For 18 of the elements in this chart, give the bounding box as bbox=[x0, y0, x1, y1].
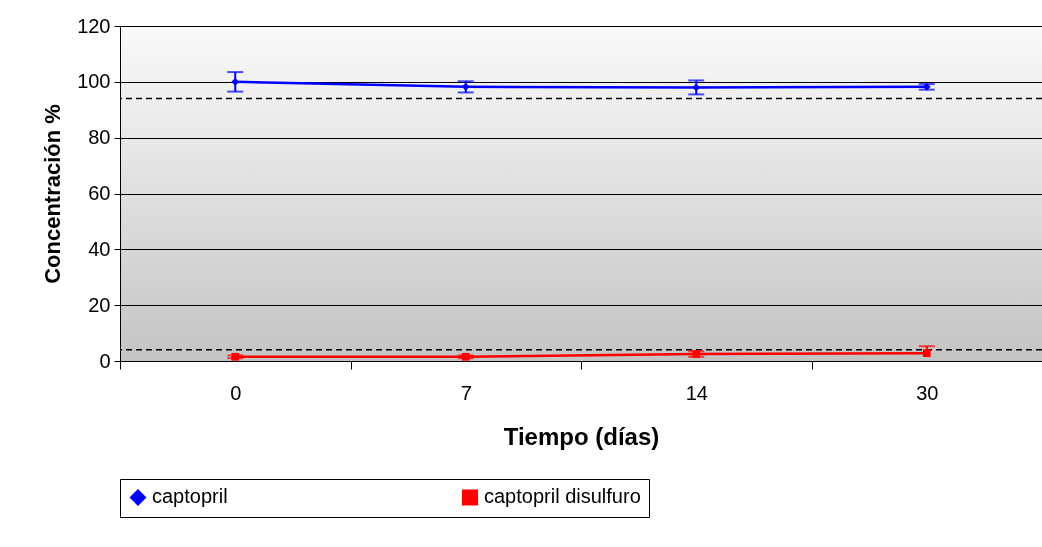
point bbox=[692, 83, 701, 92]
x-tick-label: 14 bbox=[685, 381, 708, 404]
x-tick-label: 30 bbox=[916, 381, 939, 404]
y-axis-title: Concentración % bbox=[40, 104, 66, 284]
y-tick-label: 0 bbox=[99, 349, 111, 372]
legend-label: captopril bbox=[152, 485, 228, 508]
x-tick-label: 0 bbox=[230, 381, 242, 404]
point bbox=[231, 77, 240, 86]
y-tick-label: 40 bbox=[88, 237, 111, 260]
y-tick-label: 60 bbox=[88, 182, 111, 204]
x-axis-title: Tiempo (días) bbox=[503, 422, 660, 450]
y-tick-label: 100 bbox=[77, 70, 111, 93]
y-tick-label: 120 bbox=[77, 14, 111, 37]
x-tick-label: 7 bbox=[460, 381, 472, 404]
y-tick-label: 20 bbox=[88, 293, 111, 316]
y-tick-label: 80 bbox=[88, 126, 111, 149]
point bbox=[922, 349, 931, 358]
legend-label: captopril disulfuro bbox=[484, 485, 641, 508]
